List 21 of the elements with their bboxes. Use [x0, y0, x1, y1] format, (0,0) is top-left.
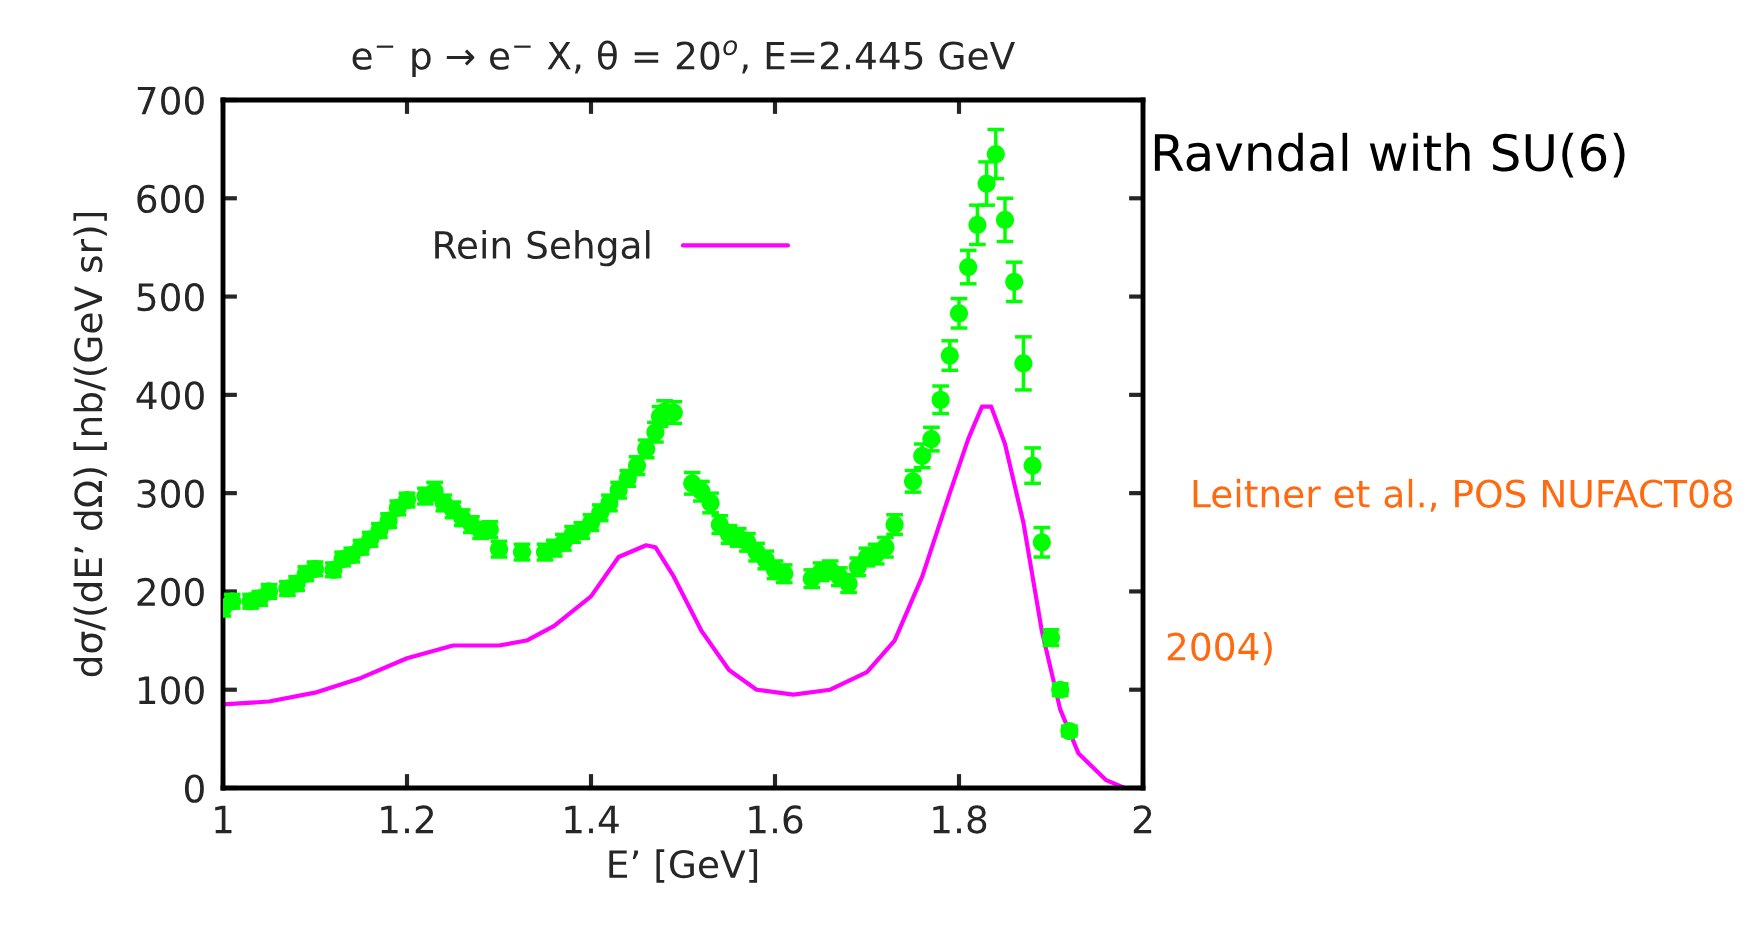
y-tick-label: 700 — [137, 86, 204, 115]
x-tick-label: 1 — [215, 805, 232, 834]
y-axis-title: dσ/(dE’ dΩ) [nb/(GeV sr)] — [73, 212, 107, 677]
x-tick-label: 1.2 — [381, 805, 434, 834]
y-tick-label: 300 — [137, 479, 204, 508]
text: 2004) — [1167, 631, 1272, 666]
legend-label: Rein Sehgal — [435, 230, 650, 267]
y-tick-label: 400 — [136, 381, 204, 410]
x-tick-label: 1.4 — [565, 805, 619, 834]
chart-title: e$^{−}$ p → e$^{−}$ X, θ = 20$^{o}$, E=2.445 GeV — [352, 40, 1015, 78]
x-tick-label: 1.8 — [933, 805, 987, 834]
x-axis-title: E’ [GeV] — [609, 849, 758, 883]
x-tick-label: 2 — [1133, 805, 1152, 834]
y-tick-label: 0 — [184, 774, 204, 803]
y-tick-label: 500 — [137, 282, 204, 312]
y-tick-label: 200 — [137, 577, 204, 607]
x-tick-label: 1.6 — [749, 805, 803, 834]
y-tick-label: 600 — [137, 184, 204, 214]
text: Leitner et al., POS NUFACT08 — [1193, 478, 1733, 512]
text: Ravndal with SU(6) — [1154, 132, 1625, 178]
y-tick-label: 100 — [138, 676, 204, 705]
